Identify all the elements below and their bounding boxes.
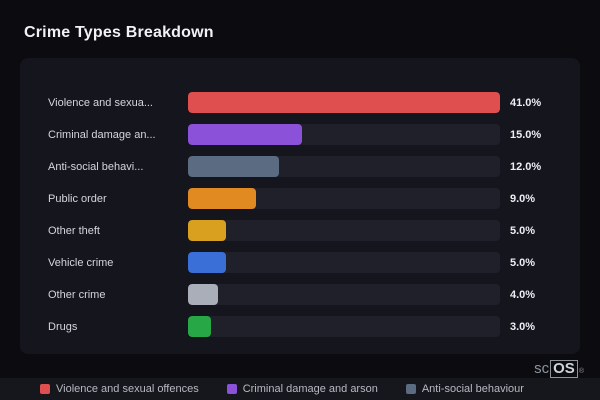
bar-track [188,156,500,177]
value-label: 15.0% [510,128,542,141]
bar-track [188,316,500,337]
legend-swatch-icon [405,384,416,394]
category-label: Other crime [48,288,106,301]
bar-track [188,220,500,241]
legend-label: Anti-social behaviour [421,383,524,395]
bar-chart: Violence and sexua... 41.0% Criminal damag… [48,92,556,337]
value-label: 9.0% [510,192,536,205]
bar-track [188,284,500,305]
legend-item[interactable]: Anti-social behaviour [405,383,524,395]
chart-row: Criminal damage an... 15.0% [48,124,556,145]
value-label: 5.0% [510,224,536,237]
chart-legend: Violence and sexual offences Criminal dam… [0,378,600,400]
legend-label: Violence and sexual offences [56,383,199,395]
bar-track [188,92,500,113]
bar[interactable] [188,92,500,113]
chart-card: Violence and sexua... 41.0% Criminal damag… [20,58,580,354]
legend-swatch-icon [40,384,50,394]
logo-prefix: sc [534,360,550,378]
bar-track [188,124,500,145]
bar[interactable] [188,316,211,337]
value-label: 4.0% [510,288,536,301]
category-label: Violence and sexua... [48,96,153,109]
category-label: Vehicle crime [48,256,114,269]
page-title: Crime Types Breakdown [24,24,214,41]
legend-label: Criminal damage and arson [242,383,378,395]
chart-row: Other crime 4.0% [48,284,556,305]
chart-row: Other theft 5.0% [48,220,556,241]
category-label: Anti-social behavi... [48,160,144,173]
chart-row: Public order 9.0% [48,188,556,209]
bar[interactable] [188,156,280,177]
bar-track [188,188,500,209]
value-label: 3.0% [510,320,536,333]
category-label: Other theft [48,224,100,237]
value-label: 12.0% [510,160,542,173]
logo-suffix: OS [550,360,578,378]
registered-mark: ® [578,368,584,376]
scos-logo: sc OS ® [534,360,584,378]
bar[interactable] [188,252,227,273]
legend-swatch-icon [226,384,237,394]
chart-row: Anti-social behavi... 12.0% [48,156,556,177]
value-label: 41.0% [510,96,542,109]
value-label: 5.0% [510,256,536,269]
chart-row: Vehicle crime 5.0% [48,252,556,273]
chart-row: Drugs 3.0% [48,316,556,337]
category-label: Public order [48,192,107,205]
legend-item[interactable]: Violence and sexual offences [40,383,199,395]
bar[interactable] [188,188,257,209]
category-label: Drugs [48,320,78,333]
bar[interactable] [188,220,227,241]
legend-item[interactable]: Criminal damage and arson [226,383,378,395]
category-label: Criminal damage an... [48,128,156,141]
bar-track [188,252,500,273]
bar[interactable] [188,124,303,145]
chart-row: Violence and sexua... 41.0% [48,92,556,113]
bar[interactable] [188,284,219,305]
